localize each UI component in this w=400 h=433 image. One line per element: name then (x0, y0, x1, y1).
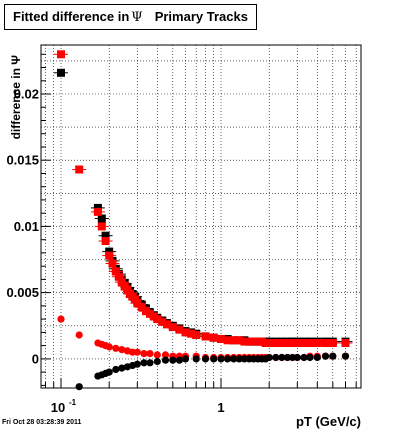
data-point (265, 353, 273, 362)
y-tick-label: 0.015 (6, 153, 39, 168)
data-point (341, 339, 350, 347)
axis-tick-labels: 0 0.005 0.01 0.015 0.02 10 -1 1 (6, 87, 224, 416)
data-point (181, 328, 190, 337)
data-point (158, 317, 167, 326)
data-point (278, 353, 286, 362)
data-point (75, 331, 83, 339)
data-point (57, 50, 65, 59)
data-point (209, 333, 218, 342)
data-point (153, 315, 162, 324)
data-point (133, 348, 141, 356)
data-point (118, 346, 126, 354)
chart-title-suffix: Primary Tracks (154, 9, 248, 24)
data-point (201, 355, 210, 363)
data-point (153, 351, 161, 359)
data-point (114, 272, 123, 281)
y-tick-label: 0.02 (14, 87, 39, 102)
data-point (235, 336, 244, 345)
data-point (101, 237, 110, 245)
data-point (230, 355, 238, 363)
data-point (293, 353, 301, 362)
series-0 (54, 68, 353, 346)
data-point (75, 165, 84, 174)
data-point (146, 350, 154, 358)
data-point (341, 352, 350, 360)
data-point (175, 325, 184, 334)
data-point (187, 329, 196, 338)
x-axis-title: pT (GeV/c) (296, 414, 361, 429)
x-tick-label: 1 (217, 400, 224, 415)
data-point (133, 299, 142, 308)
data-point (306, 353, 314, 362)
data-point (163, 320, 171, 329)
data-point (217, 335, 225, 343)
series-3 (75, 352, 350, 391)
x-tick-label-exponent: -1 (69, 398, 77, 407)
data-point (97, 214, 106, 223)
data-point (321, 352, 330, 360)
data-point (161, 356, 170, 364)
data-point (97, 222, 106, 231)
data-point (133, 360, 141, 368)
data-point (169, 356, 177, 364)
axis-ticks (41, 53, 357, 388)
data-point (168, 323, 177, 332)
data-point (313, 353, 321, 362)
data-point (224, 355, 232, 363)
data-point (105, 343, 113, 351)
y-tick-label: 0.01 (14, 219, 39, 234)
data-point (328, 339, 337, 347)
data-point (210, 355, 218, 363)
data-series (54, 50, 353, 391)
data-point (108, 259, 117, 268)
y-tick-label: 0 (32, 351, 39, 366)
data-point (313, 339, 322, 347)
x-tick-label: 10 (51, 400, 65, 415)
data-point (105, 251, 114, 260)
data-point (306, 339, 314, 347)
data-point (272, 353, 280, 362)
data-point (118, 364, 126, 372)
y-axis-title: difference in Ψ (9, 55, 23, 140)
data-point (235, 355, 243, 363)
data-point (111, 267, 120, 276)
data-point (57, 315, 65, 323)
data-point (57, 68, 65, 77)
y-tick-label: 0.005 (6, 285, 39, 300)
grid-lines (41, 45, 361, 388)
data-point (217, 355, 225, 363)
data-point (101, 231, 110, 240)
data-point (105, 368, 113, 376)
data-point (321, 339, 330, 347)
data-point (192, 331, 201, 339)
data-point (283, 353, 291, 362)
chart-title-text: Fitted difference in (13, 9, 130, 24)
chart-title-symbol: Ψ (131, 10, 143, 25)
data-point (153, 357, 161, 366)
data-point (137, 303, 146, 312)
series-1 (54, 50, 353, 347)
chart-title: Fitted difference in Ψ Primary Tracks (4, 4, 257, 30)
data-point (140, 359, 148, 367)
data-point (300, 353, 308, 362)
plot-frame (40, 44, 362, 389)
data-point (112, 344, 120, 352)
data-point (161, 351, 170, 359)
data-point (140, 350, 148, 358)
data-point (175, 356, 183, 364)
data-point (146, 359, 154, 367)
data-point (75, 383, 83, 391)
data-point (181, 355, 190, 363)
data-point (329, 352, 337, 360)
data-point (201, 332, 210, 341)
data-point (112, 365, 120, 374)
data-point (93, 207, 102, 216)
timestamp: Fri Oct 28 03:28:39 2011 (2, 419, 82, 426)
data-point (192, 355, 200, 363)
